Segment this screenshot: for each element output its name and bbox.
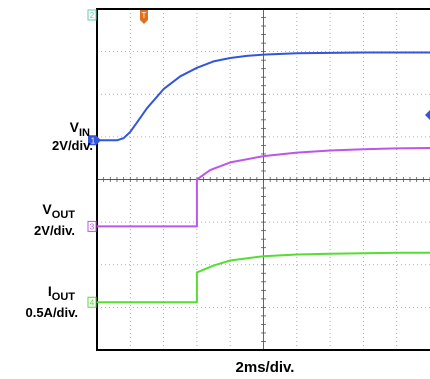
vin-label-sub: IN xyxy=(79,127,90,139)
reference-tag-2: 2 xyxy=(87,9,97,21)
iout-label-sub: OUT xyxy=(52,291,76,303)
trace-ch1 xyxy=(97,51,430,142)
vout-label-main: V xyxy=(42,201,52,217)
ch4-marker: 4 xyxy=(87,296,97,308)
ch4-marker-label: 4 xyxy=(90,298,95,307)
traces xyxy=(97,51,430,304)
graticule xyxy=(96,8,430,351)
vout-label: VOUT xyxy=(42,201,75,221)
ch3-marker-box xyxy=(87,220,97,232)
x-axis-label: 2ms/div. xyxy=(236,359,295,376)
channel-markers: 1 3 4 2 T xyxy=(87,9,430,308)
reference-tag-box xyxy=(87,9,97,21)
ch4-marker-box xyxy=(87,296,97,308)
ch1-marker: 1 xyxy=(88,135,101,146)
iout-label: IOUT xyxy=(48,283,75,303)
iout-label-main: I xyxy=(48,283,52,299)
vin-label: VIN xyxy=(70,119,90,139)
iout-scale-label: 0.5A/div. xyxy=(25,305,78,320)
ch3-marker-label: 3 xyxy=(90,222,95,231)
ch1-marker-shape xyxy=(88,135,101,146)
vin-label-main: V xyxy=(70,119,80,135)
trigger-position-shape xyxy=(140,10,148,24)
ch1-marker-label: 1 xyxy=(91,136,96,145)
trigger-position-marker: T xyxy=(140,10,148,24)
plot-frame xyxy=(96,8,430,351)
vin-scale-label: 2V/div. xyxy=(52,138,93,153)
trigger-level-arrow xyxy=(425,110,430,120)
ch3-marker: 3 xyxy=(87,220,97,232)
trace-ch3 xyxy=(97,147,430,228)
vout-label-sub: OUT xyxy=(52,209,76,221)
reference-tag-label: 2 xyxy=(90,11,95,20)
trace-ch4 xyxy=(97,251,430,304)
vout-scale-label: 2V/div. xyxy=(34,223,75,238)
trigger-position-label: T xyxy=(142,11,147,20)
